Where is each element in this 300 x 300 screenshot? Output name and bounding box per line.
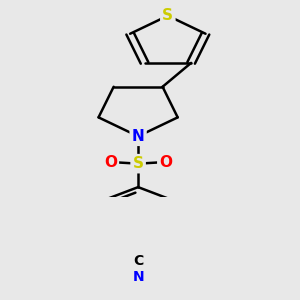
- Text: N: N: [132, 270, 144, 284]
- Text: S: S: [133, 156, 144, 171]
- Text: O: O: [104, 155, 117, 170]
- Text: C: C: [133, 254, 143, 268]
- Text: N: N: [132, 129, 145, 144]
- Text: S: S: [162, 8, 173, 23]
- Text: O: O: [159, 155, 172, 170]
